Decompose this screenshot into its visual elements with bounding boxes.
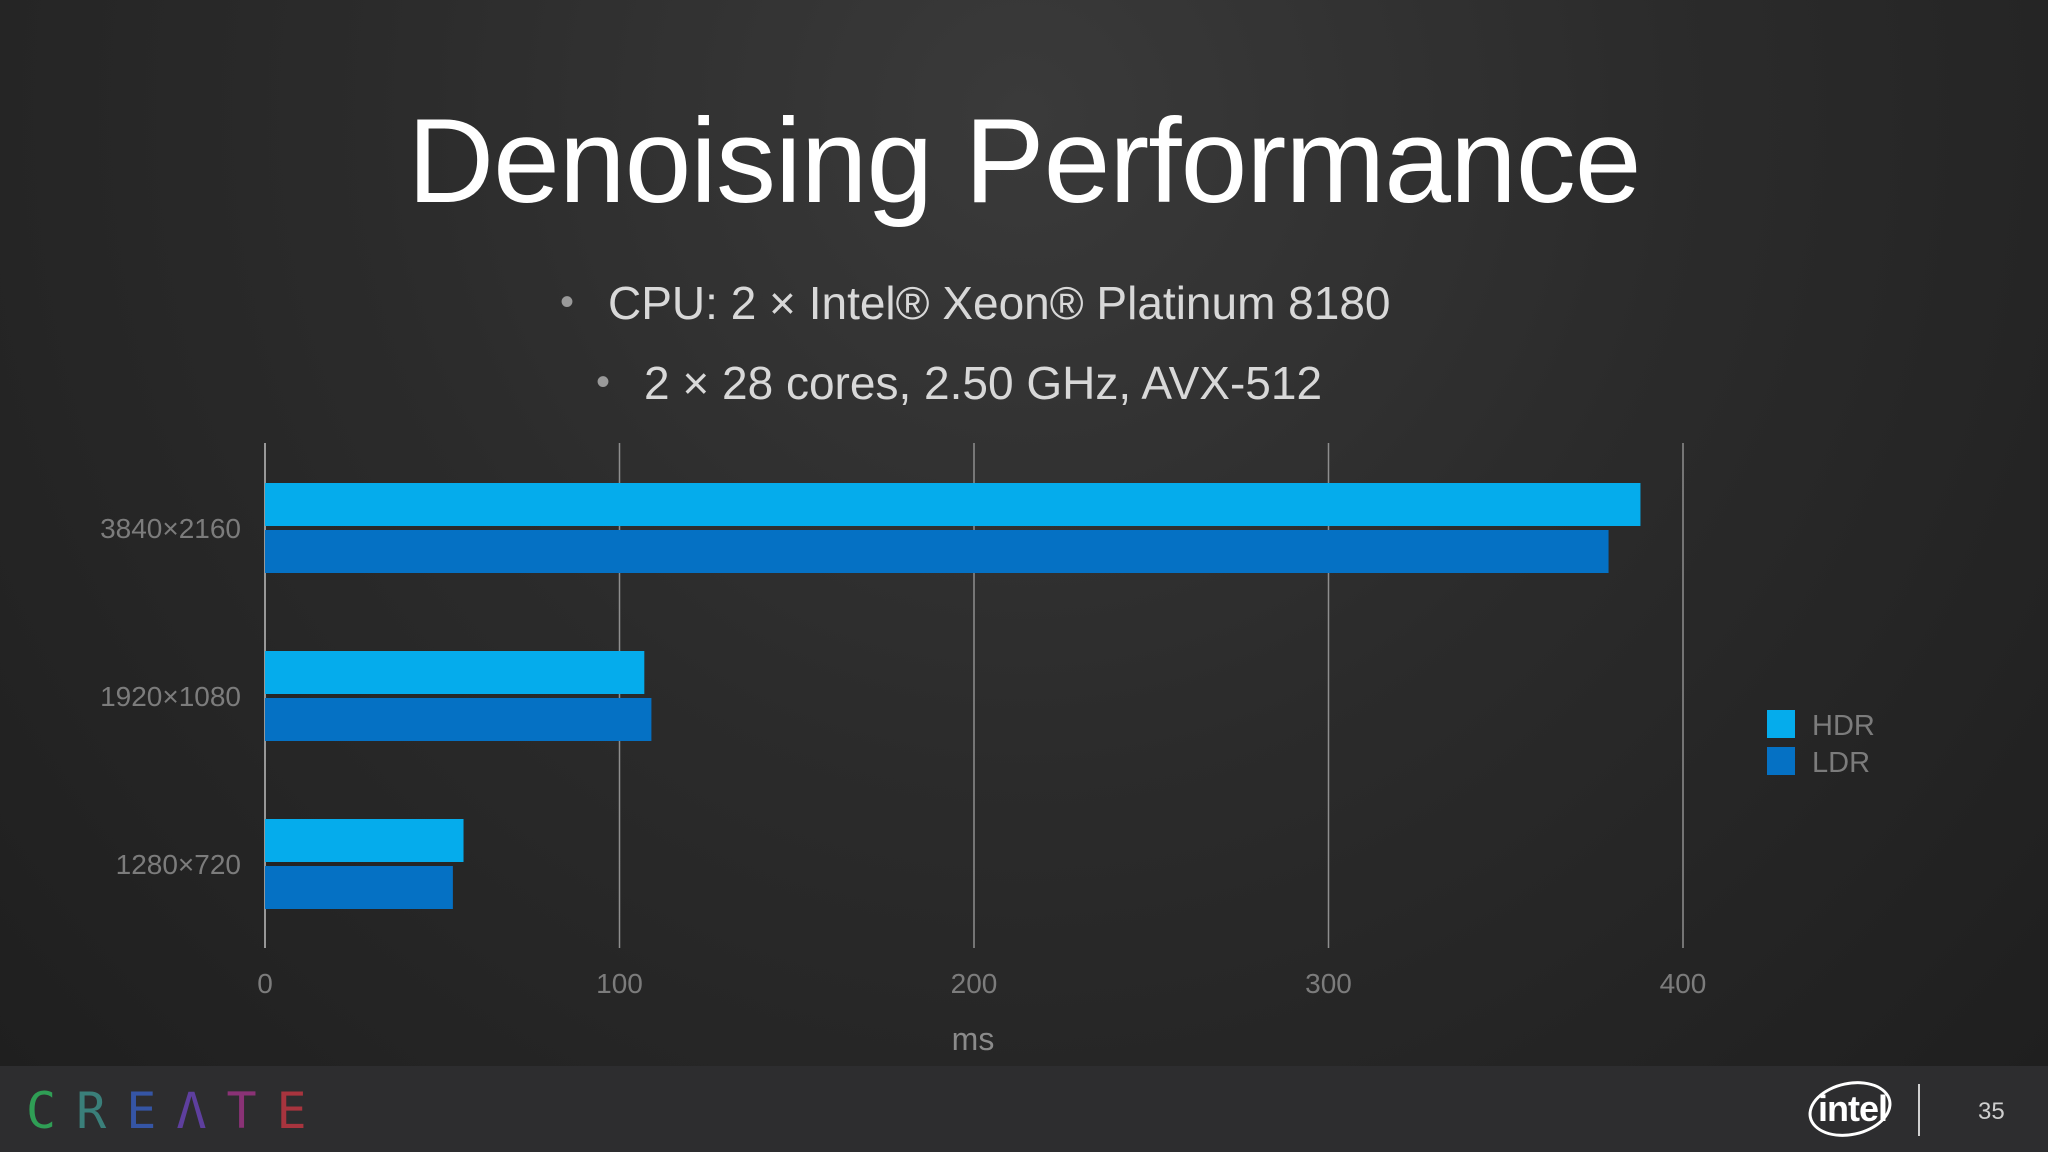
category-label: 1920×1080 — [100, 681, 241, 712]
bar-hdr — [265, 651, 645, 694]
category-label: 3840×2160 — [100, 513, 241, 544]
legend-swatch — [1767, 747, 1795, 775]
slide-title: Denoising Performance — [407, 94, 1642, 228]
category-labels: 3840×2160 1920×1080 1280×720 — [100, 513, 241, 880]
bars — [265, 483, 1641, 909]
bullet-dot-icon: • — [560, 280, 575, 324]
bar-chart: 3840×2160 1920×1080 1280×720 0 100 200 300 400… — [100, 443, 1875, 1057]
bar-hdr — [265, 483, 1641, 526]
x-tick-label: 400 — [1660, 968, 1707, 999]
x-tick-labels: 0 100 200 300 400 — [257, 968, 1706, 999]
x-tick-label: 300 — [1305, 968, 1352, 999]
footer-bar: CREΛTE intel 35 — [0, 1066, 2048, 1152]
create-logo: CREΛTE — [26, 1082, 327, 1140]
bullet-cores-text: 2 × 28 cores, 2.50 GHz, AVX-512 — [644, 357, 1323, 409]
bullet-cores: • 2 × 28 cores, 2.50 GHz, AVX-512 — [596, 356, 1322, 410]
bar-hdr — [265, 819, 464, 862]
legend-label: HDR — [1812, 710, 1875, 742]
bar-ldr — [265, 866, 453, 909]
bar-ldr — [265, 530, 1609, 573]
bullet-dot-icon: • — [596, 360, 611, 404]
bar-ldr — [265, 698, 652, 741]
intel-logo-text: intel — [1818, 1088, 1888, 1129]
x-tick-label: 0 — [257, 968, 273, 999]
legend: HDR LDR — [1767, 710, 1875, 779]
bullet-cpu-text: CPU: 2 × Intel® Xeon® Platinum 8180 — [608, 277, 1391, 329]
page-number: 35 — [1978, 1098, 2005, 1125]
legend-swatch — [1767, 710, 1795, 738]
x-axis-title: ms — [952, 1021, 995, 1057]
grid-lines — [264, 443, 1684, 948]
legend-label: LDR — [1812, 747, 1870, 779]
footer-divider — [1918, 1084, 1920, 1136]
bullet-cpu: • CPU: 2 × Intel® Xeon® Platinum 8180 — [560, 276, 1391, 330]
x-tick-label: 200 — [951, 968, 998, 999]
category-label: 1280×720 — [116, 849, 241, 880]
x-tick-label: 100 — [596, 968, 643, 999]
